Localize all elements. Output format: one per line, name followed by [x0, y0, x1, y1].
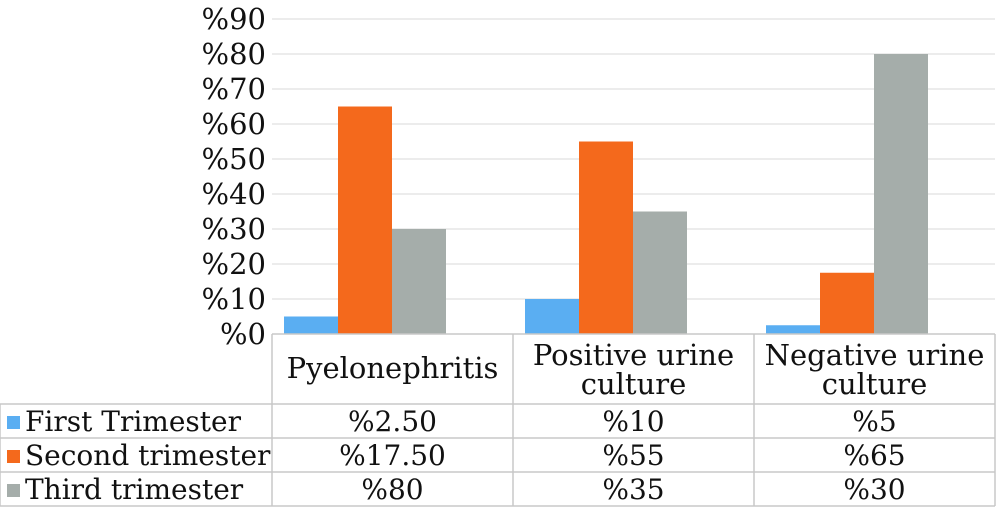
bar: [284, 316, 338, 334]
y-tick-label: %30: [202, 212, 266, 246]
y-tick-label: %50: [202, 142, 266, 176]
table-cell: %80: [361, 473, 423, 506]
y-tick-label: %40: [202, 177, 266, 211]
y-tick-label: %80: [202, 37, 266, 71]
table-cell: %30: [843, 473, 905, 506]
bar: [525, 299, 579, 334]
table-cells: %2.50 %10 %5 %17.50 %55 %65 %80 %35 %30: [339, 405, 906, 506]
table-cell: %35: [602, 473, 664, 506]
bar: [766, 325, 820, 334]
bar: [392, 229, 446, 334]
legend-label: First Trimester: [25, 405, 242, 438]
legend-swatch: [7, 416, 20, 429]
legend-swatch: [7, 484, 20, 497]
data-table-lines: [0, 333, 996, 507]
table-cell: %55: [602, 439, 664, 472]
table-cell: %65: [843, 439, 905, 472]
bar: [579, 141, 633, 334]
y-tick-label: %60: [202, 107, 266, 141]
y-tick-label: %20: [202, 247, 266, 281]
x-category-label: Positive urine: [533, 338, 734, 372]
table-cell: %10: [602, 405, 664, 438]
table-cell: %17.50: [339, 439, 446, 472]
x-category-label: Negative urine: [765, 338, 985, 372]
bar: [820, 272, 874, 334]
y-tick-label: %70: [202, 72, 266, 106]
x-category-label: Pyelonephritis: [287, 351, 499, 385]
bar: [633, 211, 687, 334]
y-tick-label: %90: [202, 2, 266, 36]
x-category-label: culture: [581, 367, 687, 401]
bar: [338, 106, 392, 334]
bar: [874, 54, 928, 334]
legend-label: Third trimester: [25, 473, 244, 506]
y-axis-ticks: %0%10%20%30%40%50%60%70%80%90: [202, 2, 266, 351]
y-tick-label: %0: [220, 317, 266, 351]
bars: [284, 54, 928, 334]
legend-swatch: [7, 450, 20, 463]
legend-label: Second trimester: [25, 439, 271, 472]
y-tick-label: %10: [202, 282, 266, 316]
table-cell: %2.50: [348, 405, 437, 438]
table-cell: %5: [852, 405, 896, 438]
x-category-label: culture: [822, 367, 928, 401]
category-labels: Pyelonephritis Positive urinecultureNegat…: [287, 338, 985, 401]
